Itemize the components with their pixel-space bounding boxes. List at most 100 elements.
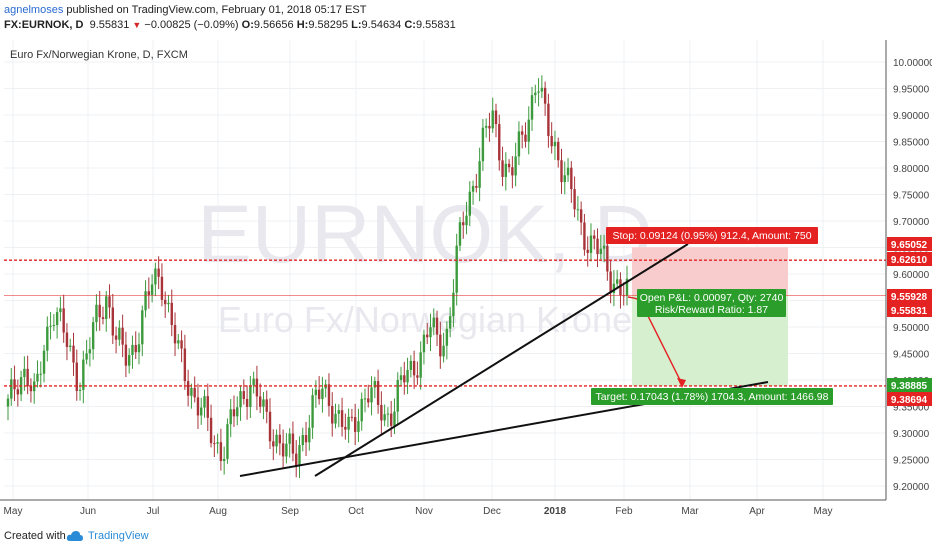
y-tick-label: 9.45000 — [893, 350, 930, 361]
candle-body — [173, 324, 177, 344]
candle-body — [416, 375, 419, 378]
low-label: L: — [351, 19, 362, 31]
x-tick-label: Dec — [483, 506, 501, 517]
candle-body — [445, 328, 449, 346]
candle-body — [439, 334, 442, 357]
candle-body — [98, 304, 101, 318]
candle-body — [164, 299, 167, 305]
candle-body — [625, 278, 629, 296]
candle-body — [327, 384, 331, 406]
price-chart[interactable]: EURNOK, D Euro Fx/Norwegian Krone Stop: … — [0, 40, 932, 520]
close-label: C: — [404, 19, 416, 31]
candle-body — [599, 248, 602, 255]
open-pl-label-text: Open P&L: 0.00097, Qty: 2740 — [640, 292, 784, 304]
candle-body — [344, 426, 347, 430]
candle-body — [114, 335, 118, 340]
candle-body — [576, 209, 580, 211]
candle-body — [383, 414, 386, 421]
candle-body — [226, 424, 229, 459]
candle-body — [540, 87, 544, 92]
candle-body — [432, 317, 435, 328]
candle-body — [360, 398, 363, 422]
high-label: H: — [296, 19, 309, 31]
y-tick-label: 9.20000 — [893, 482, 930, 493]
candle-body — [353, 417, 357, 432]
target-label-box — [591, 388, 833, 405]
candle-body — [216, 442, 219, 444]
candle-body — [514, 156, 517, 176]
candle-body — [268, 411, 272, 442]
x-tick-label: Aug — [209, 506, 227, 517]
candle-body — [484, 125, 488, 128]
y-tick-label: 9.35000 — [893, 403, 930, 414]
candle-body — [314, 389, 318, 396]
y-tick-label: 9.50000 — [893, 323, 930, 334]
y-tick-label: 9.80000 — [893, 164, 930, 175]
candle-body — [504, 163, 508, 177]
candle-body — [127, 355, 131, 366]
candle-body — [376, 381, 380, 405]
x-tick-label: Feb — [615, 506, 633, 517]
candle-body — [180, 340, 183, 349]
candle-body — [85, 353, 88, 360]
candle-body — [478, 161, 481, 188]
candle-body — [6, 398, 10, 407]
candle-body — [131, 344, 134, 356]
candle-body — [36, 373, 39, 382]
candle-body — [239, 391, 242, 408]
symbol-name: FX:EURNOK, D — [4, 19, 84, 31]
candle-body — [291, 433, 295, 454]
candle-body — [524, 134, 527, 142]
candle-body — [134, 344, 137, 353]
candle-body — [462, 222, 465, 226]
candle-body — [262, 399, 265, 407]
x-tick-label: Nov — [415, 506, 433, 517]
price-label: 9.55831 — [891, 306, 928, 317]
candle-body — [583, 222, 586, 250]
candle-body — [507, 163, 511, 168]
candle-body — [75, 362, 78, 391]
candle-body — [23, 368, 26, 378]
price-label: 9.55928 — [891, 292, 928, 303]
author-link[interactable]: agnelmoses — [4, 4, 64, 16]
candle-body — [219, 442, 223, 462]
candle-body — [167, 302, 170, 305]
candle-body — [29, 386, 33, 392]
y-tick-label: 9.95000 — [893, 85, 930, 96]
candle-body — [252, 378, 255, 386]
candle-body — [88, 349, 92, 354]
tradingview-brand[interactable]: TradingView — [88, 530, 149, 542]
candle-body — [396, 380, 399, 412]
candle-body — [429, 327, 432, 338]
candle-body — [442, 345, 445, 357]
price-label-box — [887, 392, 932, 406]
candle-body — [295, 453, 298, 466]
candle-body — [334, 413, 337, 424]
candle-body — [471, 185, 475, 192]
candle-body — [557, 141, 560, 161]
x-tick-label: 2018 — [544, 506, 567, 517]
candle-body — [301, 435, 304, 446]
candles — [6, 75, 629, 479]
candle-body — [455, 245, 458, 293]
candle-body — [550, 135, 553, 147]
candle-body — [177, 340, 180, 344]
candle-body — [426, 334, 429, 338]
candle-body — [285, 443, 288, 457]
candle-body — [229, 409, 232, 425]
x-tick-label: Oct — [348, 506, 364, 517]
watermark: EURNOK, D Euro Fx/Norwegian Krone — [197, 189, 653, 340]
stop-zone — [632, 247, 788, 296]
candle-body — [308, 427, 311, 443]
open-label: O: — [241, 19, 254, 31]
candle-body — [452, 292, 455, 317]
price-label-box — [887, 237, 932, 251]
candle-body — [190, 387, 193, 396]
candle-body — [78, 389, 82, 391]
last-price: 9.55831 — [89, 19, 130, 31]
candle-body — [609, 271, 612, 293]
candle-body — [399, 375, 403, 381]
candle-body — [55, 312, 59, 326]
candle-body — [560, 160, 563, 183]
candle-body — [147, 291, 151, 295]
